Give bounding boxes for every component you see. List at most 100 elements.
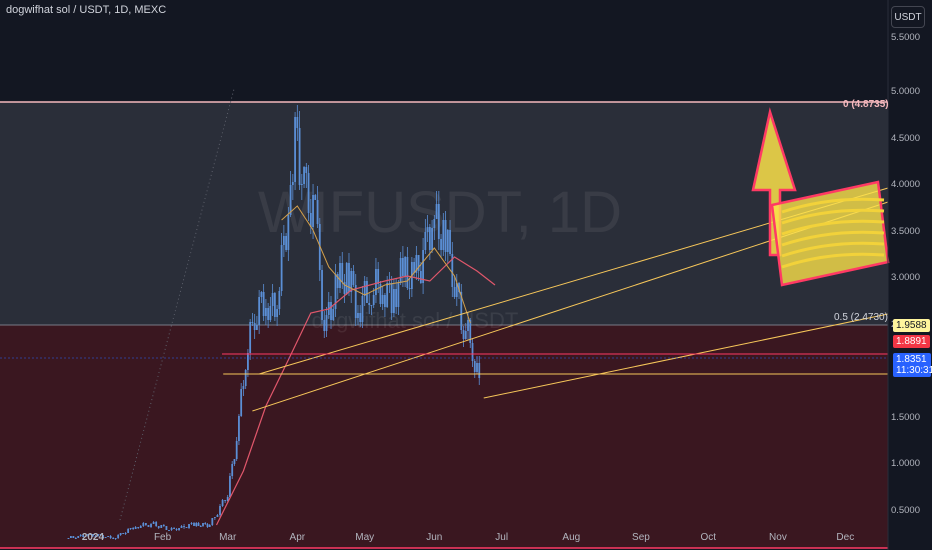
- scribble-stroke: [781, 241, 885, 258]
- candle-body: [305, 167, 308, 173]
- candle-body: [467, 320, 469, 331]
- candle-body: [332, 309, 335, 320]
- candle-body: [256, 325, 258, 330]
- candle-body: [231, 464, 234, 476]
- currency-button[interactable]: USDT: [891, 6, 925, 28]
- y-tick-label: 3.5000: [891, 226, 920, 237]
- candle-body: [285, 236, 287, 250]
- candle-body: [188, 524, 190, 528]
- candle-body: [258, 297, 261, 325]
- chart-title: dogwifhat sol / USDT, 1D, MEXC: [6, 4, 167, 16]
- candle-body: [244, 370, 247, 386]
- candle-body: [442, 220, 445, 250]
- candle-body: [419, 271, 422, 283]
- candle-body: [122, 533, 125, 534]
- candle-body: [357, 313, 359, 318]
- candle-body: [253, 323, 256, 330]
- y-tick-label: 3.0000: [891, 272, 920, 283]
- candle-body: [197, 523, 200, 526]
- candle-body: [170, 528, 173, 530]
- candle-body: [208, 525, 211, 527]
- countdown-value: 11:30:31: [896, 365, 932, 376]
- candle-body: [309, 213, 312, 227]
- x-tick-label: Oct: [701, 532, 717, 543]
- candle-body: [404, 257, 407, 276]
- candle-body: [428, 227, 431, 250]
- candle-body: [235, 441, 238, 459]
- candle-body: [104, 537, 107, 538]
- candle-body: [262, 292, 265, 316]
- candle-body: [242, 386, 245, 389]
- candle-body: [433, 219, 436, 228]
- candle-body: [260, 292, 263, 297]
- candle-body: [173, 528, 175, 529]
- candle-body: [361, 296, 364, 322]
- candle-body: [124, 533, 127, 534]
- watermark-name: dogwifhat sol / USDT: [312, 308, 519, 333]
- candle-body: [406, 257, 409, 288]
- candle-body: [363, 281, 366, 296]
- candle-body: [77, 536, 80, 538]
- candle-body: [199, 526, 202, 527]
- candle-body: [219, 506, 221, 515]
- candle-body: [298, 128, 301, 185]
- candle-body: [99, 534, 102, 535]
- candle-body: [397, 283, 400, 307]
- candle-body: [72, 536, 75, 538]
- y-tick-label: 5.0000: [891, 86, 920, 97]
- candle-body: [469, 320, 472, 343]
- candle-body: [287, 215, 290, 250]
- candle-body: [323, 320, 326, 331]
- candle-body: [401, 258, 404, 276]
- candle-body: [386, 283, 389, 307]
- x-tick-label: Jul: [495, 532, 508, 543]
- x-tick-label: 2024: [82, 532, 105, 543]
- candle-body: [114, 538, 117, 539]
- candle-body: [314, 195, 317, 200]
- candle-body: [330, 302, 332, 320]
- y-tick-label: 4.0000: [891, 179, 920, 190]
- candle-body: [144, 523, 147, 525]
- candle-body: [204, 523, 207, 524]
- candle-body: [343, 282, 346, 294]
- ema-line: [215, 256, 496, 526]
- candle-body: [476, 363, 478, 372]
- candle-body: [366, 281, 368, 303]
- candle-body: [334, 274, 337, 309]
- candle-body: [160, 525, 163, 528]
- candle-body: [424, 232, 427, 250]
- candle-body: [393, 289, 395, 313]
- y-tick-label: 1.5000: [891, 412, 920, 423]
- candle-body: [67, 538, 70, 539]
- candle-body: [150, 524, 152, 527]
- candle-body: [211, 518, 214, 525]
- candle-body: [303, 167, 305, 184]
- candle-body: [312, 195, 314, 227]
- candle-body: [413, 262, 416, 273]
- candle-body: [251, 322, 254, 323]
- candle-body: [247, 353, 249, 370]
- y-tick-label: 4.5000: [891, 133, 920, 144]
- candle-body: [300, 184, 303, 185]
- candle-body: [372, 295, 375, 305]
- candle-body: [455, 283, 458, 297]
- x-tick-label: Jun: [426, 532, 442, 543]
- x-tick-label: Sep: [632, 532, 650, 543]
- candle-body: [264, 308, 267, 316]
- candle-body: [165, 526, 168, 530]
- scribble-stroke: [781, 197, 885, 214]
- candle-body: [213, 517, 216, 518]
- candle-body: [458, 283, 460, 292]
- candle-body: [321, 270, 323, 320]
- candle-body: [175, 529, 178, 530]
- candle-body: [446, 230, 449, 252]
- candle-body: [157, 526, 160, 528]
- fib-lower-zone: [0, 325, 888, 548]
- ma-line: [281, 205, 471, 324]
- candle-body: [451, 254, 454, 287]
- x-tick-label: Aug: [562, 532, 580, 543]
- candle-body: [269, 306, 272, 320]
- candle-body: [92, 534, 94, 536]
- scribble-stroke: [781, 252, 885, 269]
